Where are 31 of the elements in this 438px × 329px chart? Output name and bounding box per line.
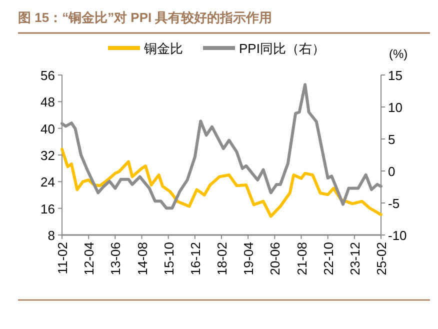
y-tick-label: 32 xyxy=(40,148,55,163)
y-tick-label: 8 xyxy=(48,228,55,243)
line-series xyxy=(60,148,382,218)
x-tick-label: 23-12 xyxy=(347,242,362,276)
x-tick-label: 13-06 xyxy=(108,242,124,276)
x-tick-label: 25-02 xyxy=(374,242,389,276)
y2-tick-label: -10 xyxy=(388,228,407,243)
y-tick-label: 48 xyxy=(40,94,55,110)
x-tick-label: 21-08 xyxy=(294,242,310,276)
legend-label: PPI同比（右） xyxy=(239,41,325,56)
chart-title: 图 15：“铜金比”对 PPI 具有较好的指示作用 xyxy=(18,10,272,25)
x-tick-label: 20-06 xyxy=(268,242,283,276)
y-tick-label: 24 xyxy=(40,174,55,190)
y2-axis-title: (%) xyxy=(389,47,408,61)
y2-tick-label: 15 xyxy=(388,68,402,83)
y2-tick-label: 10 xyxy=(388,100,402,115)
x-tick-label: 11-02 xyxy=(55,242,70,274)
y2-tick-label: -5 xyxy=(388,196,400,211)
x-tick-label: 15-10 xyxy=(161,242,176,276)
y-tick-label: 40 xyxy=(40,121,55,136)
y-tick-label: 16 xyxy=(40,201,55,216)
legend-label: 铜金比 xyxy=(143,41,183,56)
x-tick-label: 22-10 xyxy=(320,242,336,276)
x-tick-label: 18-02 xyxy=(214,242,230,276)
y-tick-label: 56 xyxy=(40,68,55,83)
x-tick-label: 19-04 xyxy=(241,242,256,276)
x-tick-label: 16-12 xyxy=(188,242,203,276)
x-tick-label: 12-04 xyxy=(82,242,97,276)
x-tick-label: 14-08 xyxy=(134,242,150,276)
y2-tick-label: 5 xyxy=(388,132,396,147)
y2-tick-label: 0 xyxy=(388,164,396,179)
